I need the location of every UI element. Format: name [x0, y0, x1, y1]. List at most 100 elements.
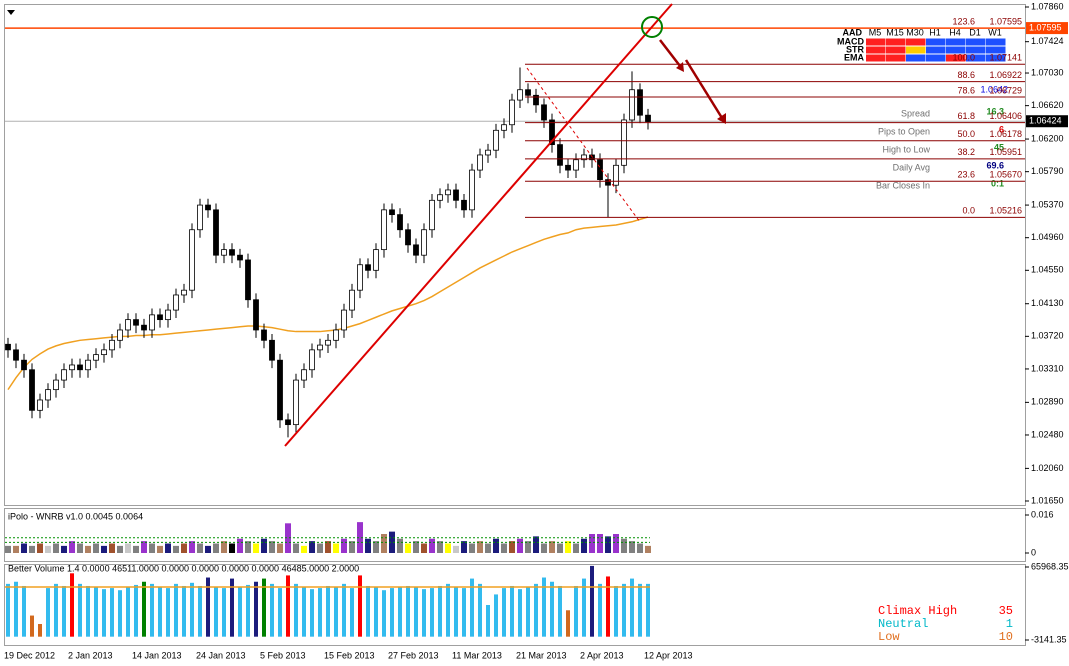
candle-body — [413, 244, 419, 256]
bar — [462, 588, 466, 637]
candle-body — [525, 89, 531, 96]
fib-ratio: 50.0 — [957, 129, 975, 139]
y-tick-label: 1.05790 — [1031, 166, 1064, 176]
bar — [86, 585, 90, 637]
bar — [350, 588, 354, 637]
bar — [470, 578, 474, 637]
candle-body — [469, 169, 475, 211]
fib-ratio: 0.0 — [962, 206, 975, 216]
matrix-cell — [906, 54, 926, 62]
candle-body — [517, 89, 523, 101]
legend-count: 1 — [1006, 617, 1013, 631]
candle-body — [293, 379, 299, 426]
bar — [134, 584, 138, 637]
bar — [638, 583, 642, 637]
candle-body — [573, 159, 579, 171]
bar — [214, 587, 218, 637]
matrix-cell — [966, 38, 986, 46]
matrix-cell — [926, 38, 946, 46]
fib-price: 1.07595 — [989, 16, 1022, 26]
bar — [77, 543, 83, 553]
bar — [301, 545, 307, 553]
matrix-cell — [906, 38, 926, 46]
stat-label: Spread — [901, 108, 930, 118]
fib-price: 1.06729 — [989, 85, 1022, 95]
bar — [589, 534, 595, 553]
candle-body — [485, 149, 491, 156]
bar — [326, 585, 330, 637]
arrow — [659, 39, 681, 67]
candle-body — [37, 399, 43, 411]
bar — [430, 588, 434, 637]
bar — [334, 587, 338, 637]
bar — [317, 543, 323, 553]
wnrb-panel — [4, 508, 1026, 562]
bar — [229, 543, 235, 553]
bar — [69, 541, 75, 553]
stat-value: 45 — [994, 142, 1004, 152]
bar — [550, 581, 554, 637]
bar — [518, 589, 522, 637]
y-tick-label: 1.02060 — [1031, 463, 1064, 473]
bar — [501, 543, 507, 553]
candle-body — [301, 369, 307, 381]
bar — [126, 587, 130, 637]
candle-body — [77, 364, 83, 371]
bar — [421, 543, 427, 553]
bar — [477, 541, 483, 553]
candle-body — [229, 249, 235, 256]
matrix-cell — [866, 54, 886, 62]
matrix-cell — [906, 46, 926, 54]
candle-body — [189, 229, 195, 291]
candle-body — [45, 389, 51, 401]
x-tick-label: 2 Apr 2013 — [580, 650, 624, 660]
bar — [94, 587, 98, 637]
bar — [478, 583, 482, 637]
menu-triangle[interactable] — [7, 10, 15, 15]
bar — [133, 545, 139, 553]
candle-body — [509, 99, 515, 126]
bar — [517, 538, 523, 553]
bar — [605, 536, 611, 553]
bar — [582, 578, 586, 637]
bar — [397, 538, 403, 553]
arrow-head — [717, 113, 726, 124]
bar — [341, 538, 347, 553]
matrix-row-label: EMA — [844, 52, 865, 62]
bar — [493, 538, 499, 553]
candle-body — [605, 179, 611, 186]
bar — [269, 541, 275, 553]
bar — [598, 583, 602, 637]
price-box-label: 1.07595 — [1029, 22, 1062, 32]
candle-body — [21, 359, 27, 371]
candle-body — [69, 364, 75, 371]
bar — [526, 587, 530, 637]
bar — [230, 578, 234, 637]
fib-price: 1.05951 — [989, 147, 1022, 157]
candle-body — [269, 339, 275, 361]
fib-ratio: 123.6 — [952, 16, 975, 26]
stat-value: 69.6 — [986, 160, 1004, 170]
candle-body — [429, 199, 435, 231]
candle-body — [365, 264, 371, 271]
bar — [29, 545, 35, 553]
bar — [173, 545, 179, 553]
candle-body — [597, 159, 603, 181]
fib-ratio: 100.0 — [952, 53, 975, 63]
candle-body — [173, 294, 179, 311]
candle-body — [13, 349, 19, 361]
candle-body — [93, 354, 99, 361]
bar — [190, 582, 194, 637]
candle-body — [333, 329, 339, 341]
bar — [21, 543, 27, 553]
matrix-cell — [946, 54, 966, 62]
bar — [630, 578, 634, 637]
bar — [110, 588, 114, 637]
bar — [174, 583, 178, 637]
bar — [437, 541, 443, 553]
bar — [245, 541, 251, 553]
timeframe-label: W1 — [988, 27, 1002, 37]
bar — [197, 543, 203, 553]
bar — [646, 583, 650, 637]
